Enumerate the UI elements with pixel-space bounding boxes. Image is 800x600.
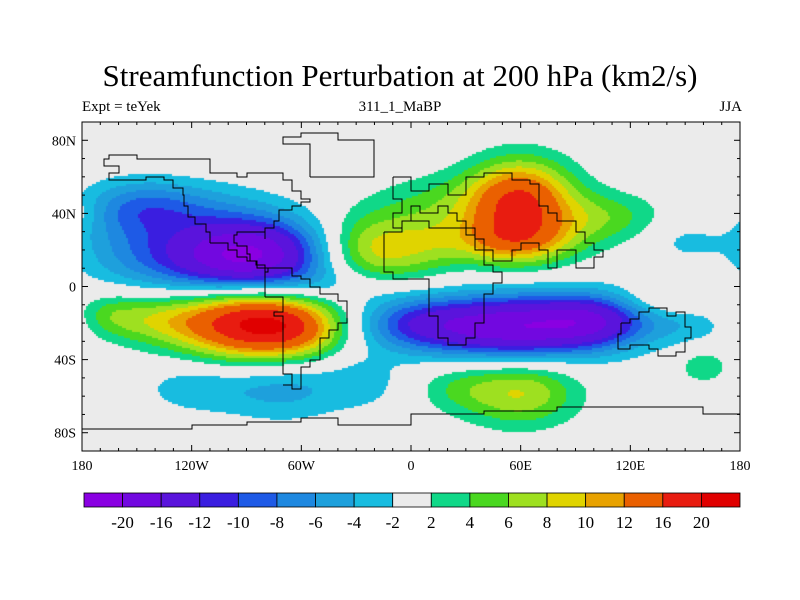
colorbar-swatch xyxy=(508,492,548,508)
coastline-outline xyxy=(282,132,375,178)
x-tick-label: 120W xyxy=(175,459,210,474)
colorbar-swatch xyxy=(83,492,123,508)
colorbar-label: 16 xyxy=(654,513,671,532)
y-tick-label: 80S xyxy=(54,427,76,442)
y-tick-label: 0 xyxy=(69,281,76,296)
colorbar-swatch xyxy=(237,492,278,508)
colorbar: -20 -16 -12 -10 -8 -6 -4 -2 2 4 6 8 10 12 16 20 xyxy=(83,492,741,532)
x-tick-label: 180 xyxy=(72,459,93,474)
colorbar-label: 20 xyxy=(693,513,710,532)
colorbar-label: -4 xyxy=(347,513,362,532)
contour-field xyxy=(82,122,740,451)
coastline-outline xyxy=(264,267,348,390)
colorbar-swatch xyxy=(585,492,625,508)
colorbar-label: 12 xyxy=(616,513,633,532)
colorbar-swatch xyxy=(701,492,741,508)
coastline xyxy=(82,132,740,451)
coastline-outline xyxy=(392,172,604,269)
colorbar-swatch xyxy=(546,492,587,508)
colorbar-swatch xyxy=(122,492,162,508)
colorbar-swatch xyxy=(353,492,394,508)
x-tick-label: 120E xyxy=(616,459,646,474)
colorbar-label: 10 xyxy=(577,513,594,532)
colorbar-swatch xyxy=(623,492,664,508)
colorbar-swatch xyxy=(160,492,201,508)
coastline-outline xyxy=(383,220,503,346)
colorbar-swatch xyxy=(662,492,702,508)
colorbar-label: 8 xyxy=(543,513,552,532)
colorbar-label: -6 xyxy=(308,513,322,532)
colorbar-label: -16 xyxy=(150,513,173,532)
x-tick-label: 0 xyxy=(408,459,415,474)
contour-fill xyxy=(82,122,740,451)
colorbar-label: 2 xyxy=(427,513,436,532)
x-tick-label: 180 xyxy=(730,459,751,474)
subtitle-experiment: Expt = teYek xyxy=(82,99,161,115)
subtitle-season: JJA xyxy=(719,99,742,115)
subtitle-run-id: 311_1_MaBP xyxy=(358,99,442,115)
colorbar-label: -2 xyxy=(386,513,400,532)
coastline-outline xyxy=(103,154,311,273)
coastline-outline xyxy=(617,307,692,357)
y-tick-label: 80N xyxy=(52,134,76,149)
colorbar-label: 6 xyxy=(504,513,513,532)
coastline-outline xyxy=(82,406,740,451)
x-tick-label: 60W xyxy=(288,459,316,474)
colorbar-label: -12 xyxy=(188,513,211,532)
y-tick-label: 40N xyxy=(52,207,76,222)
y-tick-label: 40S xyxy=(54,354,76,369)
x-axis: 180 120W 60W 0 60E 120E 180 xyxy=(72,122,751,474)
colorbar-label: 4 xyxy=(466,513,475,532)
colorbar-label: -8 xyxy=(270,513,284,532)
colorbar-label: -20 xyxy=(111,513,134,532)
chart-title: Streamfunction Perturbation at 200 hPa (… xyxy=(102,58,698,93)
colorbar-swatch xyxy=(315,492,355,508)
colorbar-swatch xyxy=(392,492,432,508)
colorbar-label: -10 xyxy=(227,513,250,532)
colorbar-swatch xyxy=(276,492,316,508)
colorbar-swatch xyxy=(430,492,471,508)
y-axis: 80N 40N 0 40S 80S xyxy=(52,134,740,442)
x-tick-label: 60E xyxy=(509,459,532,474)
colorbar-swatch xyxy=(469,492,509,508)
colorbar-swatch xyxy=(199,492,239,508)
